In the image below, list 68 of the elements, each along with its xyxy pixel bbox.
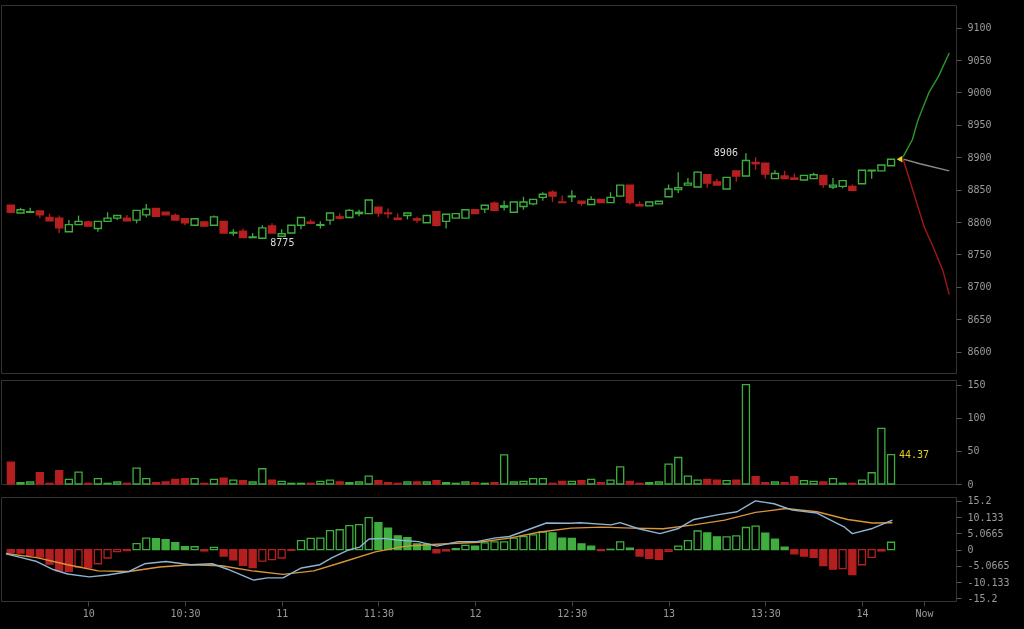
bar bbox=[828, 548, 838, 570]
bar bbox=[190, 478, 199, 485]
y-tick-label: 8600 bbox=[967, 346, 992, 358]
y-tick-label: 8950 bbox=[967, 119, 992, 131]
bar bbox=[857, 479, 867, 485]
y-tick-label: 8800 bbox=[967, 216, 992, 228]
y-tick-label: 9100 bbox=[967, 22, 992, 34]
bar bbox=[809, 480, 818, 485]
x-tick-label: 10 bbox=[82, 607, 95, 619]
y-tick-label: 8750 bbox=[967, 248, 992, 260]
bar bbox=[722, 480, 731, 485]
x-tick-label: 11 bbox=[276, 607, 289, 619]
x-tick-label: 10:30 bbox=[170, 607, 201, 619]
y-tick-label: 8650 bbox=[967, 313, 992, 325]
annotation: 8906 bbox=[713, 147, 738, 159]
bar bbox=[209, 478, 219, 485]
x-tick-label: 12 bbox=[469, 607, 482, 619]
y-tick-label: -10.133 bbox=[967, 576, 1010, 588]
y-tick-label: 150 bbox=[967, 379, 986, 391]
bar bbox=[732, 479, 741, 485]
bar bbox=[432, 480, 441, 485]
y-tick-label: 10.133 bbox=[967, 511, 1004, 523]
y-tick-label: 8900 bbox=[967, 151, 992, 163]
candlestick bbox=[625, 184, 635, 206]
y-tick-label: -5.0665 bbox=[967, 560, 1010, 572]
bar bbox=[799, 548, 809, 557]
candlestick bbox=[499, 200, 509, 212]
bar bbox=[703, 478, 712, 485]
bar bbox=[712, 479, 722, 485]
bar bbox=[238, 480, 248, 485]
bar bbox=[267, 479, 277, 485]
bar bbox=[577, 480, 586, 485]
y-tick-label: 8850 bbox=[967, 184, 992, 196]
y-tick-label: 9000 bbox=[967, 86, 992, 98]
bar bbox=[180, 478, 190, 485]
bar bbox=[828, 478, 838, 485]
y-tick-label: 9050 bbox=[967, 54, 992, 66]
bar bbox=[587, 478, 596, 485]
x-tick-label: 12:30 bbox=[557, 607, 588, 619]
x-tick-label: 14 bbox=[856, 607, 869, 619]
bar bbox=[799, 480, 809, 485]
x-tick-label: 13 bbox=[663, 607, 676, 619]
annotation: 44.37 bbox=[899, 448, 930, 460]
bar bbox=[296, 540, 306, 551]
x-tick-label: 11:30 bbox=[363, 607, 394, 619]
bar bbox=[267, 548, 277, 561]
x-tick-label: Now bbox=[915, 607, 935, 619]
bar bbox=[857, 548, 867, 566]
y-tick-label: 0 bbox=[967, 544, 974, 556]
bar bbox=[219, 477, 228, 485]
y-tick-label: 50 bbox=[967, 445, 980, 457]
bar bbox=[538, 478, 547, 485]
bar bbox=[6, 461, 15, 485]
bar bbox=[499, 454, 509, 485]
x-tick-label: 13:30 bbox=[750, 607, 781, 619]
y-tick-label: 0 bbox=[967, 478, 974, 490]
bar bbox=[790, 548, 799, 555]
y-tick-label: 5.0665 bbox=[967, 527, 1004, 539]
y-tick-label: 15.2 bbox=[967, 495, 992, 507]
annotation: 8775 bbox=[270, 237, 295, 249]
bar bbox=[364, 475, 373, 485]
y-tick-label: -15.2 bbox=[967, 592, 998, 604]
bar bbox=[567, 480, 576, 485]
bar bbox=[229, 479, 238, 485]
y-tick-label: 100 bbox=[967, 412, 986, 424]
y-tick-label: 8700 bbox=[967, 281, 992, 293]
bar bbox=[741, 383, 751, 485]
candlestick bbox=[741, 152, 751, 177]
